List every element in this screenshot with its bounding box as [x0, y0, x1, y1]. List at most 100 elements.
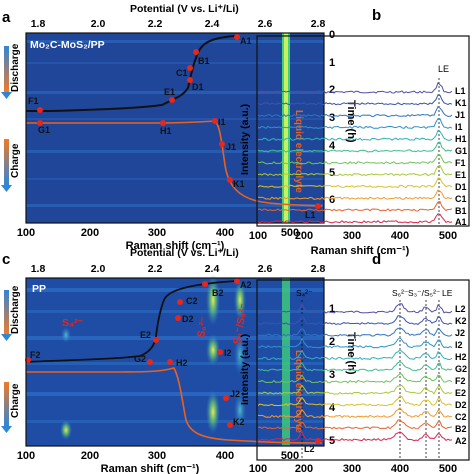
- top-tick: 2.0: [91, 263, 106, 275]
- heatmap-blob: [234, 335, 246, 375]
- heatmap-blob: [234, 392, 246, 428]
- spectrum-line: [257, 118, 453, 130]
- spectrum-line: [258, 303, 453, 314]
- marker: [160, 120, 166, 126]
- panel-d-spectra: [257, 303, 453, 442]
- marker: [193, 49, 199, 55]
- series-label: I2: [455, 340, 463, 350]
- point-label: H2: [176, 358, 188, 368]
- panel-b-x-ticks: 100 200 300 400 500: [249, 230, 457, 242]
- x-tick: 300: [343, 463, 361, 474]
- x-tick: 200: [81, 227, 99, 239]
- x-tick: 500: [439, 463, 457, 474]
- x-tick: 200: [295, 230, 313, 242]
- top-tick: 2.0: [91, 18, 106, 30]
- marker: [223, 395, 229, 401]
- marker: [147, 359, 153, 365]
- x-tick: 200: [295, 463, 313, 474]
- spectrum-line: [257, 153, 453, 165]
- panel-c-letter: c: [2, 251, 10, 268]
- spectrum-line: [257, 419, 453, 430]
- point-label: F1: [28, 96, 39, 106]
- panel-c: c Potential (V vs. Li⁺/Li) 1.8 2.0 2.2 2…: [1, 247, 357, 474]
- series-label: C1: [455, 194, 467, 204]
- point-label: K2: [233, 417, 245, 427]
- panel-b-ylabel: Intensity (a.u.): [239, 104, 251, 175]
- panel-a-top-ticks: 1.8 2.0 2.2 2.4 2.6 2.8: [31, 18, 326, 30]
- spectrum-line: [257, 327, 453, 337]
- top-tick: 1.8: [31, 263, 46, 275]
- charge-curve: [26, 367, 323, 444]
- series-label: H1: [455, 134, 467, 144]
- time-tick: 1: [329, 303, 335, 315]
- point-label: I2: [224, 348, 232, 358]
- top-tick: 2.4: [205, 263, 220, 275]
- panel-b-series-labels: L1 K1 J1 I1 H1 G1 F1 E1 D1 C1 B1 A1: [455, 86, 467, 227]
- panel-c-bottom-ticks: 100 200 300 400 500: [17, 450, 299, 462]
- series-label: B2: [455, 424, 467, 434]
- peak-label: S₄²⁻: [296, 288, 313, 298]
- point-label: A1: [240, 36, 252, 46]
- series-label: L1: [455, 86, 466, 96]
- peak-label: S₆²⁻: [392, 288, 409, 298]
- discharge-arrowhead-icon: [1, 92, 12, 99]
- spectrum-line: [257, 141, 453, 153]
- charge-arrow-icon: [4, 139, 9, 185]
- top-tick: 2.2: [148, 263, 163, 275]
- point-label: C1: [176, 68, 188, 78]
- point-label: C2: [186, 296, 198, 306]
- time-tick: 2: [329, 336, 335, 348]
- peak-label: S₃⁻/S₅²⁻: [408, 288, 441, 298]
- panel-d-peak-labels: S₄²⁻ S₆²⁻ S₃⁻/S₅²⁻ LE: [296, 288, 453, 298]
- charge-arrowhead-icon: [1, 185, 12, 192]
- spectrum-line: [257, 430, 453, 442]
- series-label: C2: [455, 412, 467, 422]
- spectrum-line: [257, 201, 453, 212]
- spectrum-line: [257, 129, 453, 141]
- panel-a-right-ticks: 0 1 2 3 4 5 6: [329, 29, 336, 206]
- marker: [175, 315, 181, 321]
- x-tick: 300: [148, 227, 166, 239]
- time-tick: 3: [329, 112, 335, 124]
- species-label: S₄²⁻: [62, 317, 84, 329]
- heatmap-texture: [26, 33, 324, 223]
- marker: [219, 141, 225, 147]
- charge-curve: [26, 120, 323, 207]
- top-tick: 2.8: [311, 263, 326, 275]
- point-label: I1: [218, 117, 226, 127]
- x-tick: 300: [343, 230, 361, 242]
- time-tick: 2: [329, 84, 335, 96]
- point-label: F2: [30, 350, 41, 360]
- heatmap-blob: [60, 420, 72, 440]
- panel-a: a Potential (V vs. Li⁺/Li) 1.8 2.0 2.2 2…: [1, 3, 357, 252]
- top-tick: 2.4: [205, 18, 220, 30]
- panel-a-charge-label: Charge: [10, 143, 21, 178]
- panel-c-sample-label: PP: [32, 283, 46, 295]
- heatmap-noise: [26, 288, 324, 423]
- x-tick: 100: [17, 227, 35, 239]
- panel-b-peak-label: LE: [438, 64, 449, 74]
- point-label: B2: [212, 288, 224, 298]
- point-label: G2: [134, 354, 146, 364]
- panel-d-x-ticks: 100 200 300 400 500: [249, 463, 457, 474]
- marker: [169, 97, 175, 103]
- spectrum-line: [257, 361, 453, 372]
- panel-c-right-axis-title: Time (h): [345, 332, 357, 375]
- point-label: K1: [233, 179, 245, 189]
- top-tick: 2.6: [258, 263, 273, 275]
- point-label: L1: [305, 210, 316, 220]
- heatmap-blob: [234, 280, 246, 320]
- series-label: J2: [455, 328, 465, 338]
- series-label: F2: [455, 376, 466, 386]
- marker: [37, 120, 43, 126]
- panel-a-electrolyte-label: Liquid electrolyte: [293, 110, 304, 193]
- panel-c-point-labels: A2 B2 C2 D2 E2 F2 G2 H2 I2 J2 K2 L2: [30, 280, 315, 454]
- spectrum-line: [257, 164, 453, 177]
- spectrum-line: [257, 315, 453, 326]
- panel-a-arrows: Discharge Charge: [1, 43, 21, 192]
- top-tick: 2.2: [148, 18, 163, 30]
- series-label: A1: [455, 217, 467, 227]
- discharge-arrow-icon: [4, 290, 9, 334]
- x-tick: 100: [17, 450, 35, 462]
- x-tick: 500: [281, 227, 299, 239]
